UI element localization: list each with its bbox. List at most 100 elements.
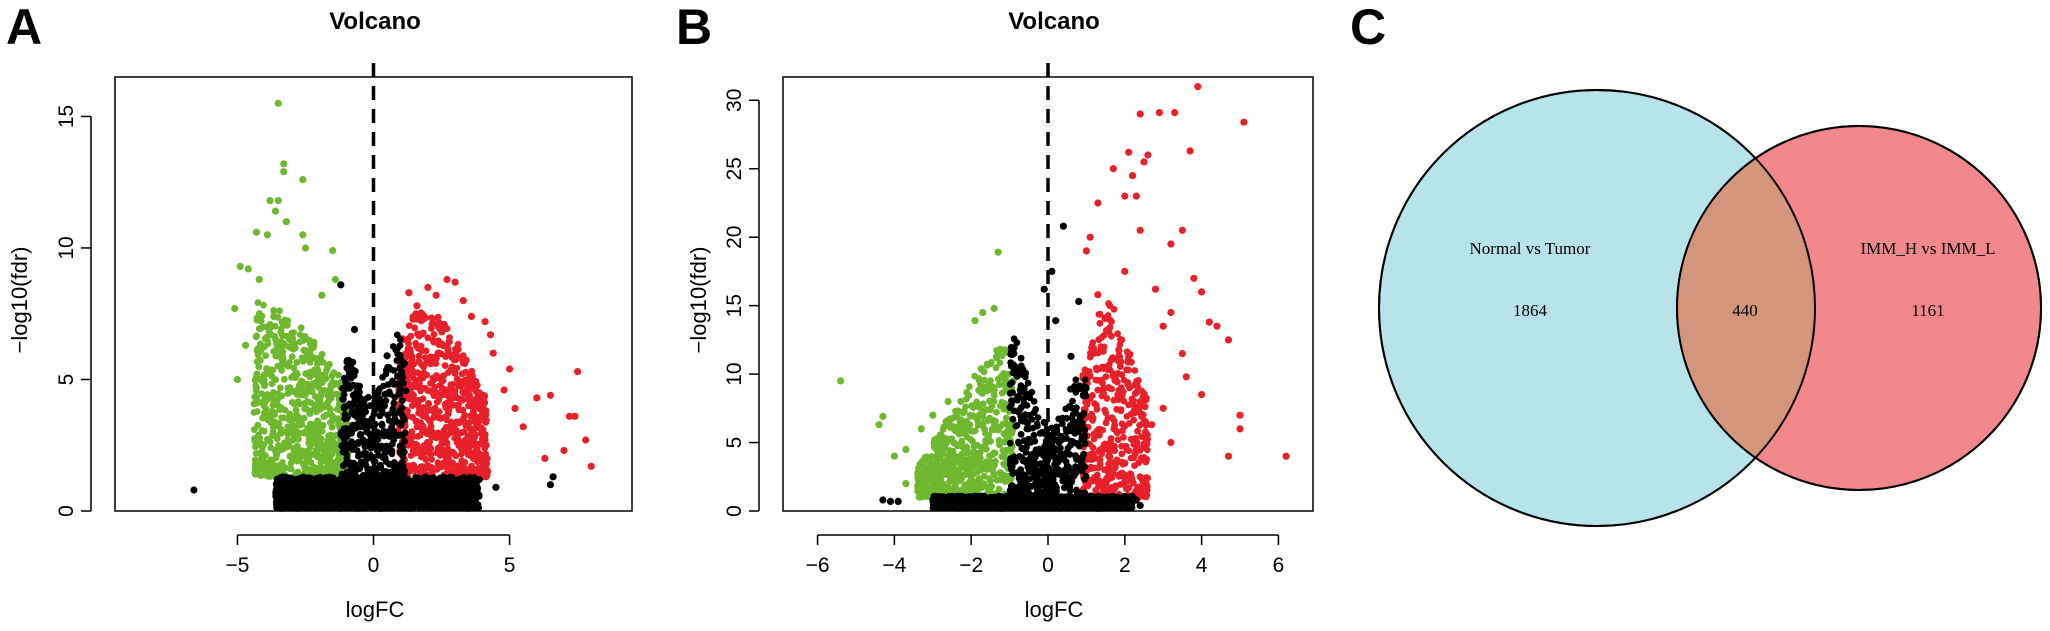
chart-a-y-tick-label: 5	[55, 374, 78, 386]
chart-a-dense-point	[427, 484, 434, 492]
chart-b-dense-point	[961, 430, 969, 438]
chart-a-dense-point	[459, 406, 467, 414]
chart-b-y-axis-label: −log10(fdr)	[686, 246, 711, 353]
chart-a-point	[252, 228, 261, 236]
chart-b-dense-point	[943, 439, 950, 447]
chart-a-dense-point	[416, 407, 423, 414]
chart-a-dense-point	[375, 451, 382, 459]
chart-a-point	[301, 244, 310, 252]
chart-a-dense-point	[298, 420, 306, 428]
chart-a-dense-point	[441, 386, 449, 394]
chart-a-point	[236, 262, 244, 270]
chart-a-dense-point	[284, 390, 292, 397]
chart-b-dense-point	[1114, 330, 1121, 338]
chart-a-dense-point	[434, 478, 441, 486]
chart-a-dense-point	[286, 336, 293, 343]
chart-a-dense-point	[304, 456, 312, 464]
chart-b-dense-point	[994, 350, 1002, 357]
chart-a-dense-point	[258, 463, 265, 470]
chart-a-dense-point	[328, 423, 336, 431]
chart-a-dense-point	[267, 444, 275, 452]
chart-a-dense-point	[255, 363, 263, 371]
chart-a-dense-point	[412, 310, 420, 318]
chart-a-y-tick-label: 10	[55, 236, 78, 259]
chart-a-dense-point	[431, 404, 439, 412]
chart-a-y-axis-label: −log10(fdr)	[7, 246, 32, 353]
chart-b-dense-point	[1104, 312, 1112, 319]
chart-b-dense-point	[926, 464, 934, 472]
chart-b-dense-point	[1088, 456, 1095, 463]
chart-b-dense-point	[959, 444, 967, 452]
chart-a-dense-point	[477, 451, 484, 458]
chart-a-dense-point	[429, 315, 436, 323]
chart-b-dense-point	[1114, 429, 1121, 437]
chart-a-dense-point	[304, 380, 312, 388]
chart-a-dense-point	[281, 464, 289, 472]
chart-b-dense-point	[965, 456, 972, 463]
chart-a-dense-point	[473, 381, 481, 389]
chart-a-dense-point	[454, 495, 461, 503]
chart-b-dense-point	[998, 389, 1006, 397]
chart-a-point	[397, 465, 405, 473]
chart-b-dense-point	[1094, 386, 1102, 394]
chart-b-dense-point	[1093, 405, 1101, 413]
chart-a-dense-point	[346, 384, 354, 392]
chart-a-point	[318, 291, 326, 299]
chart-a-dense-point	[353, 382, 361, 390]
chart-b-dense-point	[1123, 413, 1131, 420]
chart-b-dense-point	[1010, 361, 1018, 369]
chart-a-dense-point	[427, 360, 435, 368]
chart-a-dense-point	[383, 390, 390, 398]
chart-a-dense-point	[319, 455, 327, 463]
chart-a-dense-point	[458, 370, 466, 378]
chart-b-dense-point	[1096, 478, 1104, 485]
chart-a-dense-point	[464, 466, 472, 473]
chart-b-dense-point	[1102, 327, 1110, 334]
chart-a-dense-point	[401, 438, 409, 445]
chart-a-dense-point	[434, 448, 441, 456]
chart-a-x-tick-label: 5	[504, 554, 516, 577]
chart-a-dense-point	[390, 433, 397, 441]
chart-a-point	[277, 425, 285, 434]
chart-b-dense-point	[1084, 398, 1091, 406]
chart-a-dense-point	[359, 474, 367, 482]
chart-b-dense-point	[971, 372, 979, 380]
chart-a-dense-point	[302, 354, 309, 362]
chart-a-point	[582, 436, 590, 444]
chart-b-dense-point	[977, 365, 985, 373]
chart-b-dense-point	[993, 408, 1000, 416]
chart-b-dense-point	[1000, 370, 1008, 377]
chart-b-dense-point	[1117, 358, 1125, 366]
chart-a-dense-point	[303, 389, 310, 396]
chart-a-dense-point	[269, 428, 277, 436]
chart-a-dense-point	[357, 430, 364, 438]
chart-a-dense-point	[296, 495, 304, 503]
chart-a-dense-point	[430, 331, 438, 338]
chart-a-point	[546, 391, 555, 399]
chart-a-dense-point	[417, 310, 425, 318]
chart-a-dense-point	[296, 429, 303, 437]
chart-a-dense-point	[442, 353, 449, 360]
chart-a-point	[549, 473, 557, 481]
chart-a-dense-point	[302, 347, 309, 354]
chart-a-dense-point	[260, 402, 268, 410]
chart-b-dense-point	[975, 386, 982, 394]
chart-a-y-tick-label: 0	[55, 505, 78, 517]
chart-a-dense-point	[379, 492, 387, 499]
chart-a-dense-point	[285, 413, 293, 421]
chart-a-point	[413, 302, 421, 310]
chart-a-dense-point	[428, 456, 435, 463]
chart-a-dense-point	[414, 369, 422, 376]
chart-a-dense-point	[357, 487, 364, 494]
chart-b-dense-point	[1123, 348, 1131, 356]
chart-b-dense-point	[968, 412, 976, 420]
chart-b-dense-point	[948, 449, 955, 457]
chart-b-dense-point	[992, 364, 1000, 372]
chart-a-dense-point	[448, 395, 456, 403]
chart-a-dense-point	[390, 503, 398, 511]
chart-a-dense-point	[329, 417, 336, 425]
chart-b-dense-point	[935, 471, 943, 479]
chart-a-dense-point	[396, 336, 404, 343]
chart-a-dense-point	[363, 481, 371, 489]
chart-a-dense-point	[273, 342, 281, 350]
